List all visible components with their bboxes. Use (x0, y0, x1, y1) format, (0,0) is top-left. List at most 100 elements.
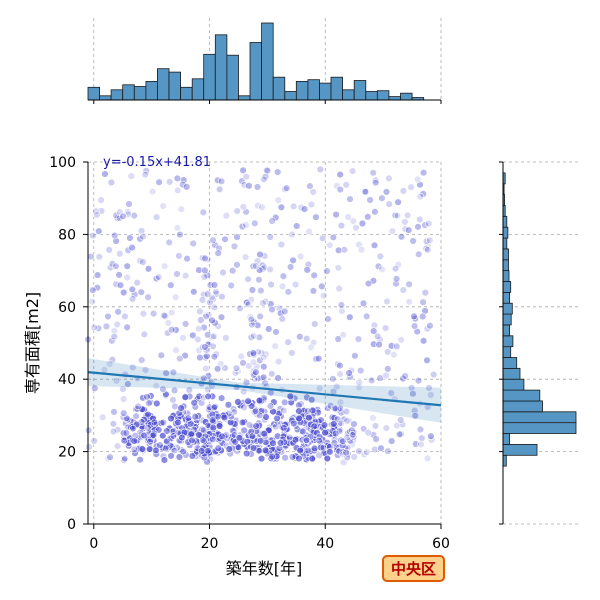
scatter-point (423, 454, 432, 462)
scatter-point (245, 421, 254, 429)
y-hist-bar (502, 433, 510, 445)
scatter-point (293, 222, 301, 230)
scatter-point (267, 280, 275, 289)
scatter-point (239, 203, 248, 211)
y-tick-label: 20 (58, 445, 76, 461)
scatter-point (276, 439, 285, 447)
scatter-point (312, 213, 320, 221)
scatter-point (346, 313, 354, 321)
scatter-point (144, 293, 152, 301)
x-hist-bar (388, 96, 401, 101)
scatter-point (204, 372, 213, 380)
scatter-point (167, 452, 175, 460)
scatter-point (195, 266, 203, 274)
scatter-point (119, 385, 127, 393)
scatter-point (405, 280, 413, 288)
scatter-point (329, 233, 338, 242)
scatter-point (291, 280, 300, 289)
scatter-point (281, 454, 289, 462)
scatter-point (391, 265, 400, 273)
scatter-point (208, 392, 217, 401)
x-hist-bar (122, 84, 135, 101)
scatter-point (242, 173, 251, 181)
scatter-point (138, 405, 146, 413)
scatter-point (415, 250, 423, 259)
scatter-point (124, 208, 132, 216)
scatter-point (201, 266, 209, 275)
y-hist-bar (502, 259, 509, 272)
scatter-point (387, 389, 395, 397)
scatter-point (202, 312, 210, 321)
scatter-point (306, 182, 314, 190)
scatter-point (240, 426, 248, 435)
regression-ci-band (88, 358, 441, 423)
scatter-point (248, 432, 256, 440)
scatter-point (394, 261, 402, 269)
scatter-point (105, 246, 113, 254)
scatter-point (119, 395, 128, 403)
scatter-point (159, 385, 167, 393)
regression-line (87, 371, 442, 407)
scatter-point (227, 418, 235, 426)
scatter-point (274, 357, 283, 366)
x-hist-bar (180, 86, 193, 101)
scatter-point (382, 424, 391, 432)
scatter-point (219, 268, 227, 277)
scatter-point (405, 298, 413, 306)
scatter-point (161, 444, 170, 452)
scatter-point (416, 192, 424, 201)
y-hist-bar (502, 270, 510, 282)
scatter-point (169, 432, 178, 440)
scatter-point (231, 369, 240, 377)
scatter-point (175, 453, 184, 461)
scatter-point (171, 293, 180, 301)
scatter-point (338, 441, 347, 450)
scatter-point (342, 407, 351, 416)
scatter-point (115, 271, 123, 279)
scatter-point (377, 444, 385, 452)
scatter-point (320, 421, 329, 429)
scatter-point (163, 437, 171, 445)
scatter-point (112, 280, 120, 288)
scatter-point (296, 252, 305, 261)
scatter-point (123, 262, 131, 270)
scatter-point (388, 227, 397, 235)
scatter-point (375, 340, 383, 349)
scatter-point (370, 327, 378, 335)
scatter-point (187, 430, 195, 438)
scatter-point (149, 187, 157, 196)
scatter-point (348, 431, 357, 439)
scatter-point (421, 289, 429, 297)
scatter-point (346, 195, 354, 203)
scatter-point (281, 398, 289, 407)
x-hist-bar (168, 71, 182, 101)
scatter-point (310, 422, 318, 430)
scatter-point (304, 446, 312, 454)
scatter-point (399, 187, 408, 195)
scatter-point (411, 315, 419, 323)
scatter-point (288, 230, 296, 239)
scatter-point (274, 196, 282, 204)
x-hist-bar (376, 90, 390, 101)
scatter-point (309, 188, 317, 196)
scatter-point (204, 331, 212, 339)
scatter-point (249, 358, 258, 366)
scatter-point (243, 438, 252, 446)
scatter-point (208, 316, 216, 325)
scatter-point (388, 437, 396, 445)
scatter-point (271, 342, 279, 350)
scatter-point (177, 404, 185, 412)
scatter-point (251, 407, 260, 415)
scatter-point (107, 178, 116, 187)
scatter-point (110, 327, 119, 335)
scatter-point (354, 335, 363, 343)
scatter-point (345, 417, 353, 425)
scatter-point (252, 262, 260, 270)
scatter-point (387, 342, 396, 350)
scatter-point (359, 299, 368, 308)
scatter-point (141, 366, 150, 374)
scatter-point (277, 203, 286, 212)
scatter-point (200, 426, 208, 434)
x-axis-title: 築年数[年] (226, 559, 303, 578)
scatter-point (414, 175, 422, 184)
